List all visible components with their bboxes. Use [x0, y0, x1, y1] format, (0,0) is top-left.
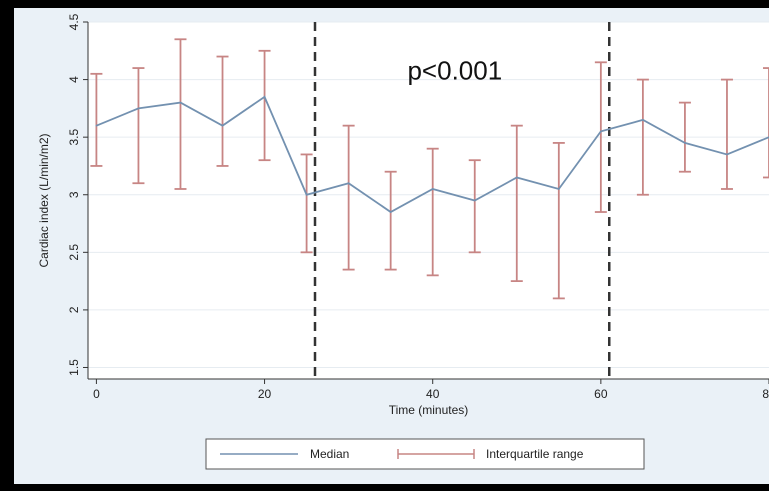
- error-bar: [678, 101, 691, 173]
- error-bar: [720, 78, 733, 190]
- legend-label-iqr: Interquartile range: [486, 447, 584, 461]
- chart-text: Time (minutes) Cardiac index (L/min/m2) …: [37, 56, 502, 417]
- p-value-annotation: p<0.001: [407, 56, 502, 86]
- error-bar: [384, 170, 397, 271]
- error-bar: [468, 159, 481, 254]
- y-axis-title: Cardiac index (L/min/m2): [37, 133, 51, 267]
- median-point: [558, 188, 560, 190]
- median-point: [347, 182, 350, 185]
- legend-swatch-iqr: [397, 449, 475, 459]
- axes: 0 20 40 60 80 1.5 2 2.5 3 3.5 4 4.5: [67, 13, 769, 401]
- median-point: [137, 107, 140, 110]
- error-bar: [216, 55, 229, 167]
- error-bar: [132, 67, 145, 185]
- error-bar: [636, 78, 649, 196]
- error-bar: [552, 142, 565, 300]
- median-point: [389, 211, 392, 213]
- x-tick-label: 0: [93, 387, 100, 401]
- legend-label-median: Median: [310, 447, 349, 461]
- median-point: [684, 142, 686, 144]
- error-bar: [258, 49, 271, 162]
- error-bar: [300, 153, 313, 254]
- y-tick-label: 4: [67, 76, 81, 83]
- median-point: [179, 101, 182, 104]
- error-bar: [763, 67, 769, 179]
- median-point: [473, 199, 476, 202]
- error-bar: [510, 124, 523, 283]
- x-tick-label: 20: [258, 387, 272, 401]
- x-axis-title: Time (minutes): [389, 403, 469, 417]
- x-tick-label: 60: [594, 387, 608, 401]
- median-series: [95, 95, 769, 214]
- median-point: [221, 124, 224, 127]
- y-tick-label: 2: [67, 306, 81, 313]
- legend: Median Interquartile range: [205, 438, 645, 470]
- error-bar: [342, 124, 355, 271]
- grid-lines: [88, 21, 769, 368]
- x-tick-label: 80: [762, 387, 769, 401]
- chart-svg: 0 20 40 60 80 1.5 2 2.5 3 3.5 4 4.5 Time (minutes) …: [37, 13, 769, 470]
- plot-area: [88, 22, 769, 379]
- y-tick-label: 4.5: [67, 13, 81, 30]
- median-point: [726, 153, 728, 156]
- error-bar: [594, 61, 607, 213]
- error-bar: [174, 38, 187, 190]
- error-bars: [90, 38, 769, 300]
- median-point: [515, 176, 518, 179]
- median-point: [600, 130, 602, 133]
- y-tick-label: 2.5: [67, 244, 81, 261]
- median-point: [431, 188, 434, 190]
- median-point: [263, 96, 266, 98]
- median-point: [642, 119, 644, 121]
- y-tick-label: 3.5: [67, 128, 81, 145]
- x-tick-label: 40: [426, 387, 440, 401]
- chart-figure: 0 20 40 60 80 1.5 2 2.5 3 3.5 4 4.5 Time (minutes) …: [14, 8, 769, 484]
- error-bar: [90, 72, 103, 167]
- y-tick-label: 3: [67, 191, 81, 198]
- y-tick-label: 1.5: [67, 359, 81, 376]
- error-bar: [426, 147, 439, 277]
- median-point: [305, 193, 308, 196]
- median-point: [95, 124, 98, 127]
